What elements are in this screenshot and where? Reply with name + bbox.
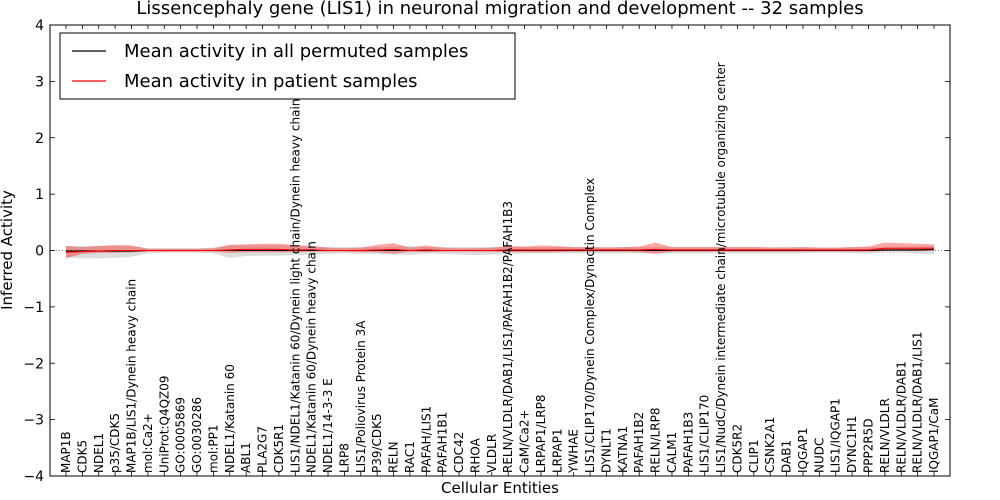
x-tick-label: DYNC1H1 bbox=[845, 415, 859, 473]
x-tick-label: NUDC bbox=[812, 438, 826, 473]
x-tick-label: LIS1/CLIP170/Dynein Complex/Dynactin Com… bbox=[583, 178, 597, 473]
x-tick-label: MAP1B bbox=[59, 431, 73, 473]
x-tick-label: KATNA1 bbox=[616, 426, 630, 473]
x-tick-label: CDK5 bbox=[75, 440, 89, 473]
x-tick-label: IQGAP1/CaM bbox=[927, 398, 941, 474]
band-series-0 bbox=[66, 245, 934, 259]
x-tick-label: RELN/VLDLR bbox=[878, 398, 892, 473]
axes-ticks bbox=[50, 24, 950, 477]
y-tick-label: −1 bbox=[23, 300, 44, 316]
x-axis-label: Cellular Entities bbox=[441, 479, 559, 497]
x-tick-label: CSNK2A1 bbox=[763, 417, 777, 473]
x-tick-label: RELN/VLDLR/DAB1/LIS1 bbox=[911, 332, 925, 473]
x-tick-label: ABL1 bbox=[239, 442, 253, 473]
line-series-1 bbox=[65, 247, 934, 253]
x-tick-labels: MAP1B CDK5 NDEL1 p35/CDK5 MAP1B/LIS1/Dynein … bbox=[59, 62, 941, 474]
x-tick-label: PAFAH1B1 bbox=[436, 412, 450, 473]
x-tick-label: LIS1/CLIP170 bbox=[698, 395, 712, 473]
x-tick-label: CDK5R1 bbox=[272, 424, 286, 473]
x-tick-label: PLA2G7 bbox=[256, 426, 270, 473]
x-tick-label: PAFAH/LIS1 bbox=[419, 406, 433, 473]
x-tick-label: LRP8 bbox=[337, 443, 351, 473]
x-tick-label: YWHAE bbox=[567, 429, 581, 474]
y-tick-label: 3 bbox=[35, 74, 44, 90]
x-tick-label: GO:0005869 bbox=[174, 397, 188, 473]
x-tick-label: RELN bbox=[387, 441, 401, 473]
y-tick-label: −3 bbox=[23, 413, 44, 429]
x-tick-label: CDK5R2 bbox=[730, 424, 744, 473]
y-tick-label: 1 bbox=[35, 187, 44, 203]
x-tick-label: MAP1B/LIS1/Dynein heavy chain bbox=[125, 279, 139, 473]
x-tick-label: DAB1 bbox=[780, 440, 794, 473]
x-tick-label: PAFAH1B3 bbox=[681, 412, 695, 473]
y-tick-label: 2 bbox=[35, 131, 44, 147]
x-tick-label: GO:0030286 bbox=[190, 397, 204, 473]
x-tick-label: LIS1/Poliovirus Protein 3A bbox=[354, 320, 368, 473]
x-tick-label: VLDLR bbox=[485, 434, 499, 473]
y-tick-label: 0 bbox=[35, 244, 44, 260]
y-axis-label: Inferred Activity bbox=[0, 190, 16, 310]
legend-box bbox=[59, 32, 516, 100]
legend-label-1: Mean activity in patient samples bbox=[124, 71, 418, 92]
x-tick-label: NDEL1/14-3-3 E bbox=[321, 378, 335, 473]
x-tick-label: RAC1 bbox=[403, 441, 417, 473]
x-tick-label: DYNLT1 bbox=[599, 428, 613, 473]
x-tick-label: UniProt:Q4QZ09 bbox=[157, 375, 171, 473]
x-tick-label: NDEL1 bbox=[92, 433, 106, 473]
y-tick-label: −2 bbox=[23, 356, 44, 372]
x-tick-label: LRPAP1 bbox=[550, 428, 564, 473]
x-tick-label: PPP2R5D bbox=[861, 418, 875, 473]
y-tick-label: 4 bbox=[35, 18, 44, 34]
x-tick-label: CLIP1 bbox=[747, 440, 761, 473]
legend-label-0: Mean activity in all permuted samples bbox=[124, 41, 468, 62]
chart-title: Lissencephaly gene (LIS1) in neuronal mi… bbox=[136, 0, 863, 19]
x-tick-label: NDEL1/Katanin 60 bbox=[223, 364, 237, 473]
plot-frame bbox=[49, 24, 951, 477]
x-tick-label: mol:Ca2+ bbox=[141, 413, 155, 473]
y-tick-labels: −4 −3 −2 −1 0 1 2 3 4 bbox=[23, 18, 44, 485]
x-tick-label: P39/CDK5 bbox=[370, 413, 384, 473]
legend: Mean activity in all permuted samples Mea… bbox=[59, 32, 516, 100]
x-tick-label: LIS1/NDEL1/Katanin 60/Dynein light chain… bbox=[288, 99, 302, 473]
x-tick-label: NDEL1/Katanin 60/Dynein heavy chain bbox=[305, 241, 319, 473]
plot-lines bbox=[50, 247, 950, 253]
x-tick-label: RELN/LRP8 bbox=[649, 407, 663, 473]
x-tick-label: p35/CDK5 bbox=[108, 413, 122, 473]
x-tick-label: RELN/VLDLR/DAB1/LIS1/PAFAH1B2/PAFAH1B3 bbox=[501, 201, 515, 473]
x-tick-label: mol:PP1 bbox=[206, 424, 220, 473]
x-tick-label: PAFAH1B2 bbox=[632, 412, 646, 473]
x-tick-label: CDC42 bbox=[452, 432, 466, 473]
x-tick-label: LRPAP1/LRP8 bbox=[534, 394, 548, 473]
x-tick-label: IQGAP1 bbox=[796, 428, 810, 473]
x-tick-label: CALM1 bbox=[665, 432, 679, 473]
y-tick-label: −4 bbox=[23, 469, 44, 485]
x-tick-label: LIS1/IQGAP1 bbox=[829, 398, 843, 473]
x-tick-label: CaM/Ca2+ bbox=[518, 409, 532, 473]
x-tick-label: LIS1/NudC/Dynein intermediate chain/micr… bbox=[714, 62, 728, 473]
x-tick-label: RELN/VLDLR/DAB1 bbox=[894, 361, 908, 473]
x-tick-label: RHOA bbox=[468, 437, 482, 473]
